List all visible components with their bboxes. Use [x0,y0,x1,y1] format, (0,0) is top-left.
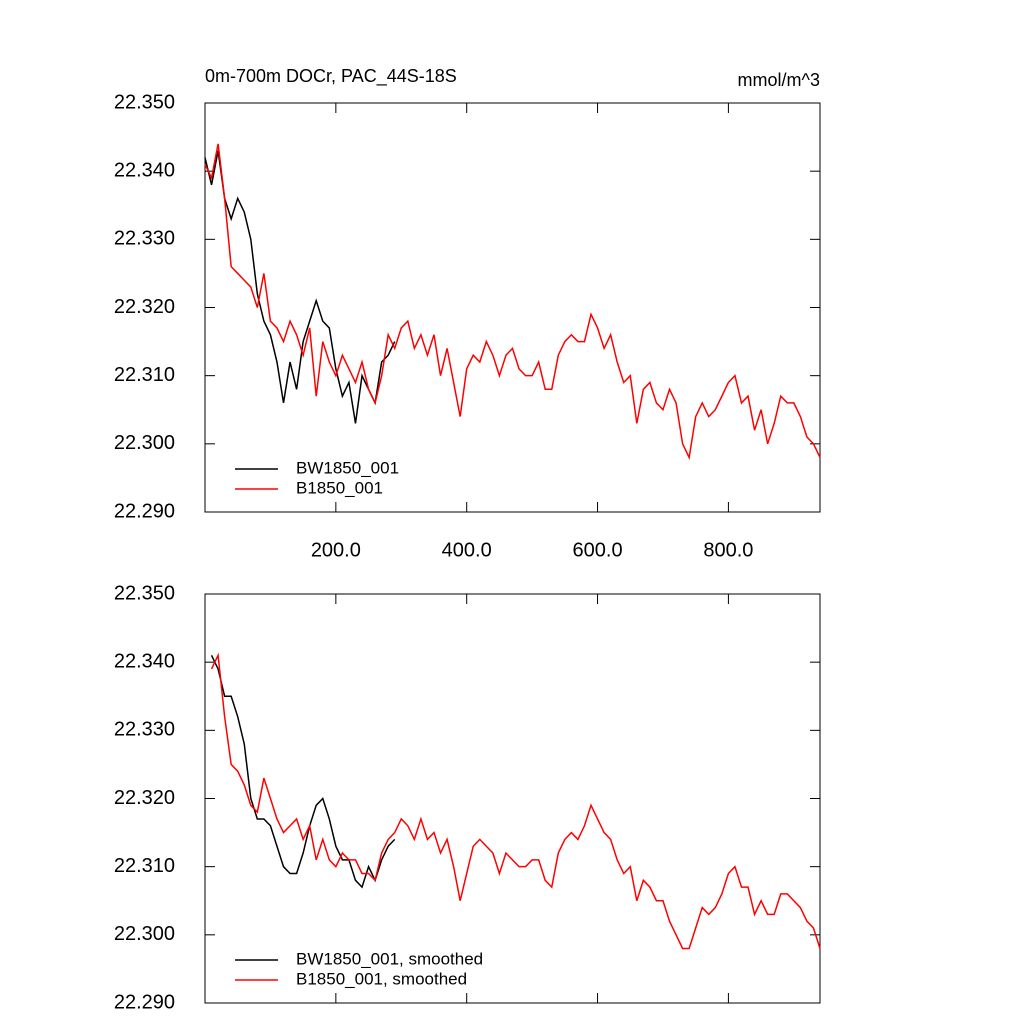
x-tick-label: 200.0 [311,539,361,561]
y-tick-label: 22.330 [114,719,175,741]
legend-label: BW1850_001 [296,458,399,477]
plot-frame [204,593,821,1004]
legend-label: B1850_001, smoothed [296,969,467,988]
y-tick-label: 22.340 [114,650,175,672]
data-line [204,143,821,460]
data-line [210,652,821,950]
plot-frame [204,102,821,513]
legend-label: BW1850_001, smoothed [296,949,483,968]
y-tick-label: 22.350 [114,91,175,113]
y-tick-label: 22.340 [114,159,175,181]
y-tick-label: 22.310 [114,364,175,386]
y-tick-label: 22.350 [114,582,175,604]
y-tick-label: 22.330 [114,228,175,250]
data-line [204,150,396,424]
y-tick-label: 22.320 [114,296,175,318]
data-line [210,655,396,889]
units-label: mmol/m^3 [738,70,820,90]
chart-title: 0m-700m DOCr, PAC_44S-18S [205,66,457,87]
y-tick-label: 22.320 [114,787,175,809]
x-tick-label: 400.0 [442,539,492,561]
legend-label: B1850_001 [296,478,383,497]
y-tick-label: 22.290 [114,500,175,522]
y-tick-label: 22.300 [114,432,175,454]
x-tick-label: 600.0 [573,539,623,561]
y-tick-label: 22.300 [114,923,175,945]
x-tick-label: 800.0 [703,539,753,561]
y-tick-label: 22.310 [114,855,175,877]
y-tick-label: 22.290 [114,991,175,1013]
